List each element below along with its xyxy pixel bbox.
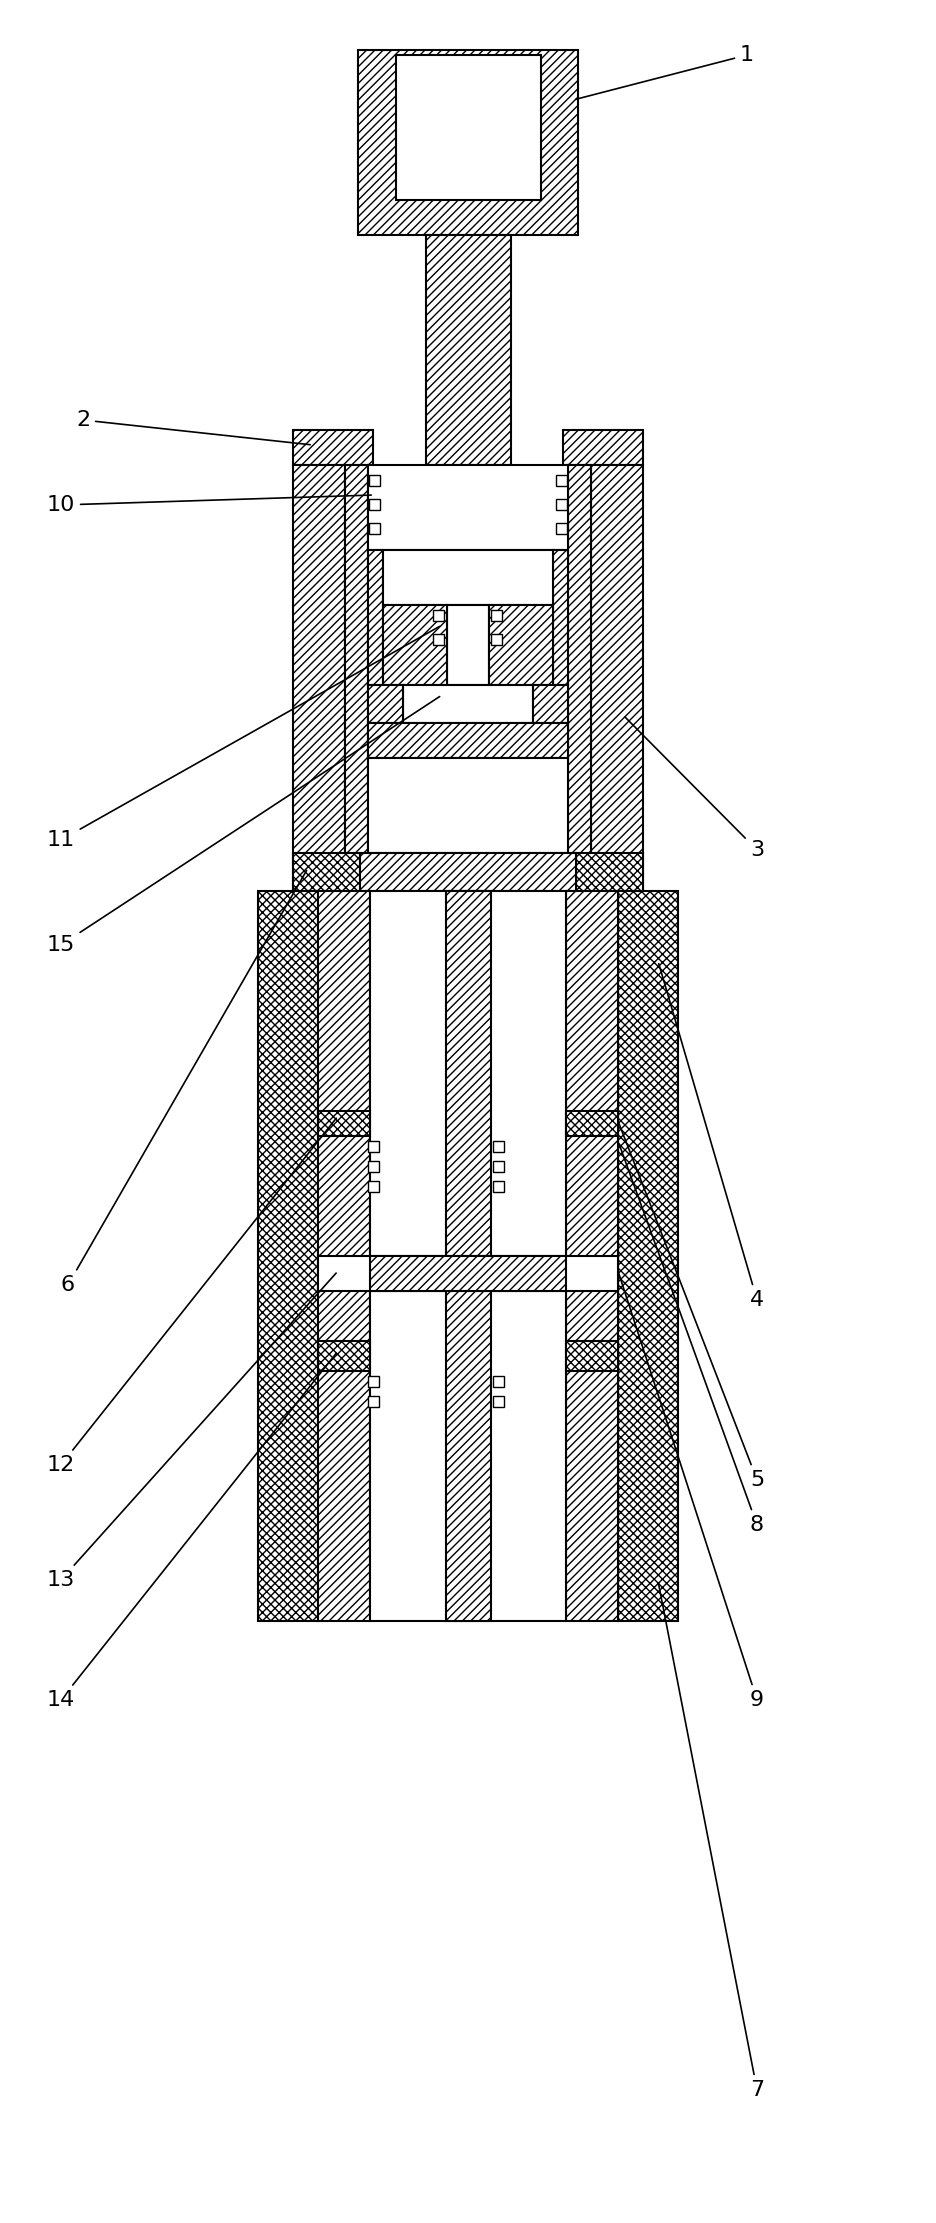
Bar bbox=[368, 722, 567, 758]
Bar bbox=[317, 1340, 370, 1372]
Bar bbox=[489, 605, 552, 685]
Bar bbox=[293, 465, 344, 891]
Bar bbox=[490, 634, 502, 645]
Text: 8: 8 bbox=[619, 1143, 764, 1536]
Bar bbox=[565, 891, 618, 1621]
Bar bbox=[563, 429, 642, 465]
Bar bbox=[383, 605, 446, 685]
Bar bbox=[492, 1160, 504, 1172]
Text: 3: 3 bbox=[624, 718, 764, 860]
Text: 15: 15 bbox=[47, 696, 439, 956]
Text: 11: 11 bbox=[47, 627, 439, 849]
Bar bbox=[358, 49, 578, 236]
Bar bbox=[591, 465, 642, 891]
Text: 14: 14 bbox=[47, 1354, 336, 1709]
Bar bbox=[555, 522, 566, 534]
Bar bbox=[368, 1140, 378, 1152]
Bar bbox=[446, 605, 489, 685]
Bar bbox=[370, 1256, 565, 1292]
Bar bbox=[432, 634, 444, 645]
Bar bbox=[368, 685, 402, 722]
Bar bbox=[369, 476, 380, 487]
Bar bbox=[370, 891, 565, 1621]
Bar bbox=[565, 1112, 618, 1136]
Bar bbox=[576, 854, 642, 891]
Text: 2: 2 bbox=[76, 409, 310, 445]
Bar bbox=[368, 1160, 378, 1172]
Bar bbox=[446, 891, 490, 1621]
Bar bbox=[317, 1256, 618, 1292]
Bar bbox=[402, 685, 533, 722]
Bar bbox=[317, 891, 370, 1621]
Bar bbox=[369, 498, 380, 509]
Bar bbox=[368, 465, 567, 549]
Text: 1: 1 bbox=[575, 44, 753, 100]
Text: 12: 12 bbox=[47, 1118, 336, 1476]
Bar bbox=[368, 1376, 378, 1387]
Bar bbox=[426, 236, 510, 465]
Bar bbox=[565, 1340, 618, 1372]
Text: 9: 9 bbox=[618, 1274, 764, 1709]
Bar bbox=[383, 549, 552, 605]
Text: 5: 5 bbox=[619, 1123, 764, 1489]
Bar bbox=[368, 1396, 378, 1407]
Text: 4: 4 bbox=[658, 963, 764, 1309]
Bar bbox=[293, 854, 359, 891]
Bar bbox=[492, 1396, 504, 1407]
Bar bbox=[359, 854, 576, 891]
Bar bbox=[555, 476, 566, 487]
Text: 7: 7 bbox=[658, 1583, 764, 2101]
Bar bbox=[552, 549, 567, 685]
Bar bbox=[368, 758, 567, 854]
Bar bbox=[533, 685, 567, 722]
Bar bbox=[492, 1140, 504, 1152]
Bar bbox=[618, 891, 678, 1621]
Bar bbox=[317, 1112, 370, 1136]
Bar bbox=[368, 1180, 378, 1192]
Bar bbox=[396, 56, 540, 200]
Bar bbox=[368, 549, 383, 685]
Bar bbox=[293, 429, 373, 465]
Bar bbox=[492, 1180, 504, 1192]
Bar bbox=[257, 891, 317, 1621]
Text: 6: 6 bbox=[61, 871, 306, 1296]
Bar bbox=[492, 1376, 504, 1387]
Bar bbox=[567, 465, 591, 891]
Bar bbox=[432, 609, 444, 620]
Text: 13: 13 bbox=[47, 1274, 336, 1589]
Bar bbox=[369, 522, 380, 534]
Bar bbox=[555, 498, 566, 509]
Bar bbox=[490, 609, 502, 620]
Bar bbox=[344, 465, 368, 891]
Text: 10: 10 bbox=[47, 496, 371, 516]
